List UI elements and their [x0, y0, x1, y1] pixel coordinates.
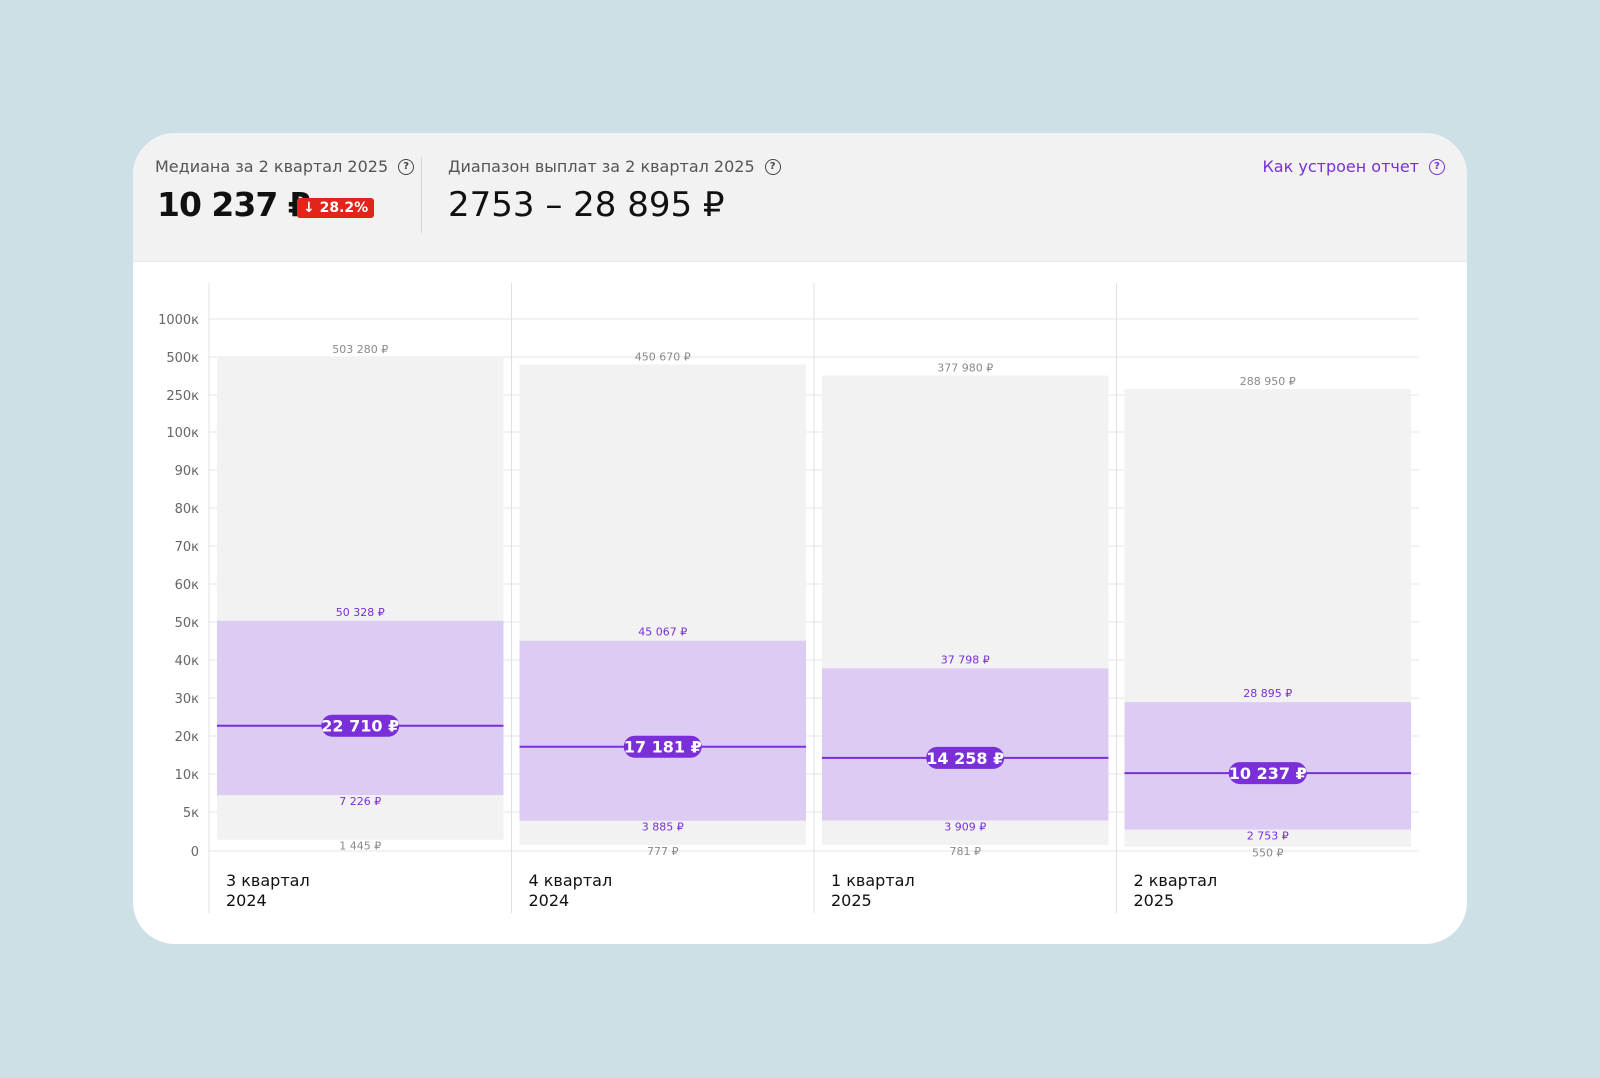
range-band-inner — [217, 620, 504, 796]
y-tick-label: 50к — [175, 616, 200, 631]
min-value-label: 550 ₽ — [1252, 847, 1284, 860]
q1-value-label: 7 226 ₽ — [339, 795, 381, 808]
change-badge: ↓ 28.2% — [297, 198, 375, 218]
max-value-label: 377 980 ₽ — [937, 362, 993, 375]
q3-value-label: 37 798 ₽ — [941, 653, 990, 666]
question-circle-icon[interactable]: ? — [764, 158, 781, 175]
period-label: 2 квартал — [1134, 871, 1218, 890]
period-year-label: 2024 — [529, 891, 570, 910]
header-divider — [421, 157, 422, 233]
period-label: 4 квартал — [529, 871, 613, 890]
y-tick-label: 100к — [166, 426, 199, 441]
median-pill — [926, 746, 1005, 769]
q1-value-label: 3 909 ₽ — [944, 821, 986, 834]
median-value: 10 237 ₽ — [157, 185, 311, 224]
question-circle-icon[interactable]: ? — [398, 158, 415, 175]
y-tick-label: 80к — [175, 502, 200, 517]
period-label: 1 квартал — [831, 871, 915, 890]
range-band-inner — [822, 668, 1109, 821]
median-value-label: 10 237 ₽ — [1229, 764, 1307, 783]
period-year-label: 2025 — [1134, 891, 1175, 910]
y-tick-label: 1000к — [158, 313, 199, 328]
period-year-label: 2024 — [226, 891, 267, 910]
median-pill — [1228, 762, 1307, 785]
y-tick-label: 70к — [175, 540, 200, 555]
salary-report-card: Медиана за 2 квартал 2025 ? 10 237 ₽ ↓ 2… — [133, 133, 1467, 944]
y-tick-label: 5к — [183, 806, 199, 821]
max-value-label: 450 670 ₽ — [635, 350, 691, 363]
median-value-label: 22 710 ₽ — [321, 717, 399, 736]
max-value-label: 503 280 ₽ — [332, 343, 388, 356]
report-header: Медиана за 2 квартал 2025 ? 10 237 ₽ ↓ 2… — [133, 133, 1467, 262]
y-tick-label: 250к — [166, 389, 199, 404]
y-tick-label: 90к — [175, 464, 200, 479]
median-value-label: 17 181 ₽ — [624, 738, 702, 757]
y-tick-label: 0 — [191, 845, 199, 860]
y-tick-label: 40к — [175, 654, 200, 669]
range-value: 2753 – 28 895 ₽ — [448, 185, 725, 225]
salary-range-chart: 0 5к 10к 20к 30к 40к 50к 60к 70к 80к 90к 100к 250к 50… — [158, 283, 1419, 913]
question-circle-icon[interactable]: ? — [1429, 158, 1445, 175]
y-tick-label: 10к — [175, 768, 200, 783]
median-pill — [321, 714, 400, 737]
median-label: Медиана за 2 квартал 2025 ? — [155, 157, 415, 176]
median-value-label: 14 258 ₽ — [926, 749, 1004, 768]
max-value-label: 288 950 ₽ — [1240, 375, 1296, 388]
how-report-works-link[interactable]: Как устроен отчет ? — [1262, 157, 1445, 176]
y-tick-label: 60к — [175, 578, 200, 593]
y-tick-label: 20к — [175, 730, 200, 745]
min-value-label: 781 ₽ — [950, 845, 982, 858]
min-value-label: 777 ₽ — [647, 845, 679, 858]
q3-value-label: 45 067 ₽ — [638, 626, 687, 639]
q3-value-label: 50 328 ₽ — [336, 606, 385, 619]
range-label: Диапазон выплат за 2 квартал 2025 ? — [448, 157, 781, 176]
min-value-label: 1 445 ₽ — [339, 840, 381, 853]
range-band-inner — [519, 640, 806, 821]
y-tick-label: 500к — [166, 351, 199, 366]
y-tick-label: 30к — [175, 692, 200, 707]
median-pill — [623, 735, 702, 758]
period-year-label: 2025 — [831, 891, 872, 910]
q3-value-label: 28 895 ₽ — [1243, 687, 1292, 700]
period-label: 3 квартал — [226, 871, 310, 890]
q1-value-label: 3 885 ₽ — [642, 821, 684, 834]
q1-value-label: 2 753 ₽ — [1247, 830, 1289, 843]
